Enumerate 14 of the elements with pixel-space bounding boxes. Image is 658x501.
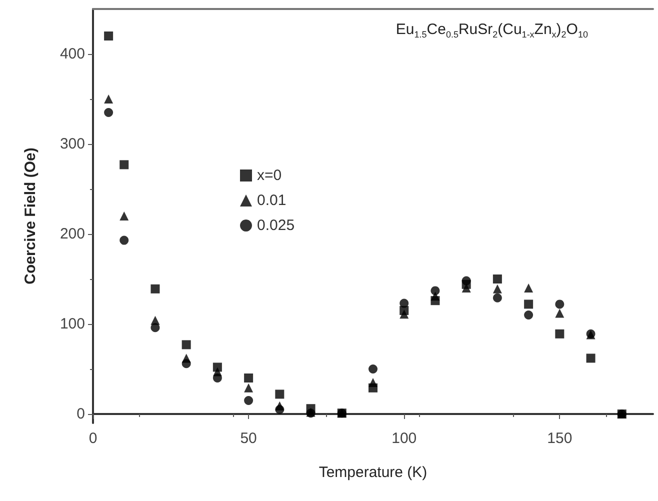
legend-label: 0.01 xyxy=(257,192,286,209)
legend-label: 0.025 xyxy=(257,217,295,234)
y-tick-label: 300 xyxy=(60,136,85,152)
x-tick-label: 0 xyxy=(88,430,98,447)
x-tick-label: 150 xyxy=(547,430,572,447)
y-tick-label: 0 xyxy=(76,406,85,422)
x-tick-label: 50 xyxy=(240,430,257,447)
y-axis-title: Coercive Field (Oe) xyxy=(22,148,39,284)
y-tick-label: 100 xyxy=(60,316,85,332)
y-tick-label: 400 xyxy=(60,46,85,62)
x-tick-label: 100 xyxy=(392,430,417,447)
x-axis-title: Temperature (K) xyxy=(318,464,428,481)
y-tick-label: 200 xyxy=(60,226,85,242)
legend-label: x=0 xyxy=(257,167,282,184)
